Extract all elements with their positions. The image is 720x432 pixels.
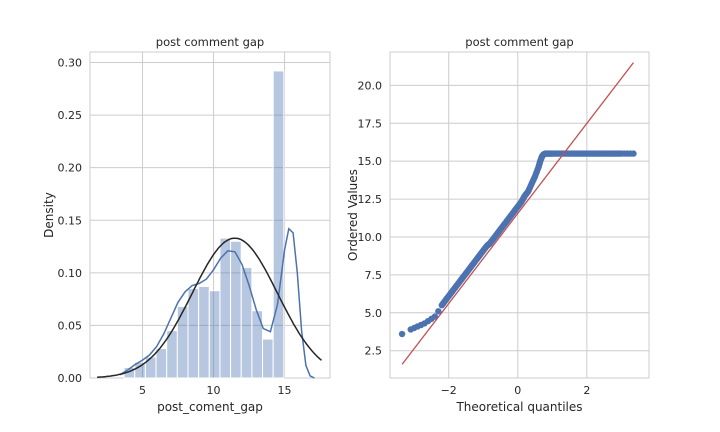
x-tick-label: 0 [514, 384, 521, 397]
y-tick-label: 0.30 [58, 57, 83, 70]
x-tick-label: −2 [441, 384, 457, 397]
qq-point [435, 308, 442, 315]
histogram-x-axis-label: post_coment_gap [157, 400, 263, 414]
histogram-bar [198, 286, 210, 379]
y-tick-label: 12.5 [358, 193, 383, 206]
histogram-bar [272, 70, 285, 379]
histogram-bar [262, 338, 274, 379]
y-tick-label: 0.20 [58, 162, 83, 175]
histogram-bar [240, 267, 253, 379]
kde-curve [119, 227, 315, 379]
qq-points [398, 150, 637, 338]
y-tick-label: 17.5 [358, 117, 383, 130]
y-tick-label: 7.5 [365, 269, 383, 282]
qq-y-ticks: 2.5 5.0 7.5 10.0 12.5 15.0 17.5 20.0 [358, 79, 383, 357]
y-tick-label: 0.15 [58, 214, 83, 227]
y-tick-label: 0.00 [58, 372, 83, 385]
qq-x-axis-label: Theoretical quantiles [455, 400, 582, 414]
qq-y-axis-label: Ordered Values [346, 169, 360, 261]
x-tick-label: 15 [278, 384, 292, 397]
x-tick-label: 10 [207, 384, 221, 397]
y-tick-label: 0.10 [58, 267, 83, 280]
normal-fit-curve [97, 237, 322, 378]
qq-fit-line [401, 62, 634, 365]
y-tick-label: 15.0 [358, 155, 383, 168]
histogram-y-axis-label: Density [42, 192, 56, 238]
qq-x-ticks: −2 0 2 [441, 384, 591, 397]
histogram-curves [97, 227, 322, 379]
qq-point [431, 313, 439, 320]
y-tick-label: 0.25 [58, 109, 83, 122]
qq-point [630, 150, 637, 157]
y-tick-label: 2.5 [365, 345, 383, 358]
qq-title: post comment gap [465, 35, 573, 49]
histogram-bar [219, 237, 232, 379]
histogram-panel: 5 10 15 0.00 0.05 0.10 0.15 0.20 0.25 0.30 post … [42, 35, 331, 414]
histogram-bars [123, 70, 285, 379]
histogram-bar [144, 356, 157, 379]
x-tick-label: 5 [139, 384, 146, 397]
histogram-bar [208, 290, 221, 379]
histogram-plot-area [89, 51, 331, 379]
x-tick-label: 2 [583, 384, 590, 397]
qq-panel: −2 0 2 2.5 5.0 7.5 10.0 12.5 15.0 17.5 20.0 post … [346, 35, 650, 414]
qq-point [398, 330, 406, 338]
histogram-y-ticks: 0.00 0.05 0.10 0.15 0.20 0.25 0.30 [58, 57, 83, 385]
histogram-bar [187, 288, 200, 379]
y-tick-label: 0.05 [58, 319, 83, 332]
histogram-bar [176, 305, 189, 379]
histogram-grid [90, 52, 330, 379]
histogram-bar [230, 240, 242, 379]
histogram-x-ticks: 5 10 15 [139, 384, 292, 397]
histogram-title: post comment gap [156, 35, 264, 49]
y-tick-label: 5.0 [365, 307, 383, 320]
qq-fit-lines [401, 62, 634, 365]
histogram-bar [155, 348, 168, 379]
y-tick-label: 20.0 [358, 79, 383, 92]
qq-grid [390, 52, 649, 378]
y-tick-label: 10.0 [358, 231, 383, 244]
